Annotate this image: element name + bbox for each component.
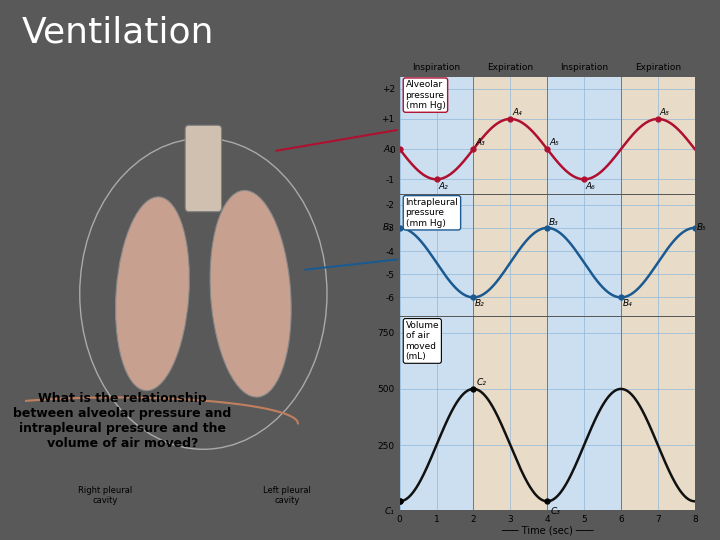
X-axis label: ─── Time (sec) ───: ─── Time (sec) ─── bbox=[501, 525, 593, 536]
Bar bbox=[621, 195, 695, 316]
Bar bbox=[400, 195, 474, 316]
Text: A₂: A₂ bbox=[438, 182, 448, 191]
Text: Expiration: Expiration bbox=[635, 63, 681, 72]
Text: Volume
of air
moved
(mL): Volume of air moved (mL) bbox=[405, 321, 439, 361]
Bar bbox=[474, 317, 547, 510]
Bar bbox=[400, 317, 474, 510]
Text: Bronchi: Bronchi bbox=[0, 539, 1, 540]
Text: C₁: C₁ bbox=[384, 507, 394, 516]
Text: Inspiration: Inspiration bbox=[560, 63, 608, 72]
Text: A₈: A₈ bbox=[660, 108, 670, 117]
Bar bbox=[474, 77, 547, 194]
Text: Expiration: Expiration bbox=[487, 63, 534, 72]
Text: A₄: A₄ bbox=[512, 108, 522, 117]
Text: Left pleural
cavity: Left pleural cavity bbox=[263, 486, 311, 505]
Bar bbox=[474, 195, 547, 316]
Bar bbox=[547, 77, 621, 194]
Text: B₂: B₂ bbox=[475, 299, 485, 308]
Text: B₁: B₁ bbox=[383, 224, 393, 232]
Bar bbox=[621, 317, 695, 510]
Text: Lung: Lung bbox=[0, 539, 1, 540]
Text: Ventilation: Ventilation bbox=[22, 16, 214, 49]
Bar bbox=[547, 195, 621, 316]
Text: B₃: B₃ bbox=[549, 218, 559, 227]
Bar bbox=[547, 317, 621, 510]
Text: A₁: A₁ bbox=[383, 145, 393, 153]
Text: A₆: A₆ bbox=[586, 182, 595, 191]
Text: Right pleural
cavity: Right pleural cavity bbox=[78, 486, 132, 505]
FancyBboxPatch shape bbox=[185, 125, 222, 212]
Bar bbox=[621, 77, 695, 194]
Ellipse shape bbox=[115, 197, 189, 390]
Text: B₅: B₅ bbox=[697, 224, 706, 232]
Text: B₄: B₄ bbox=[623, 299, 633, 308]
Text: Trachea: Trachea bbox=[0, 539, 1, 540]
Ellipse shape bbox=[210, 191, 291, 397]
Text: C₂: C₂ bbox=[477, 377, 487, 387]
Text: Inspiration: Inspiration bbox=[413, 63, 461, 72]
Text: Alveolar
pressure
(mm Hg): Alveolar pressure (mm Hg) bbox=[405, 80, 446, 110]
Text: Diaphragm: Diaphragm bbox=[0, 539, 1, 540]
Bar bbox=[400, 77, 474, 194]
Text: Intrapleural
pressure
(mm Hg): Intrapleural pressure (mm Hg) bbox=[405, 198, 459, 228]
Text: A₅: A₅ bbox=[549, 138, 559, 147]
Text: A₃: A₃ bbox=[475, 138, 485, 147]
Text: C₃: C₃ bbox=[551, 507, 561, 516]
Text: What is the relationship
between alveolar pressure and
intrapleural pressure and: What is the relationship between alveola… bbox=[13, 392, 232, 450]
